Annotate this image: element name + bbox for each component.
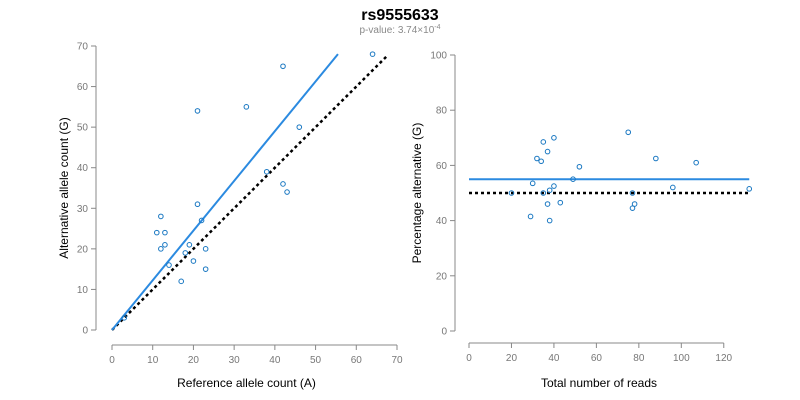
- data-point: [198, 217, 205, 224]
- data-point: [162, 242, 168, 248]
- data-point: [194, 201, 201, 208]
- x-tick-label: 50: [310, 355, 322, 366]
- x-tick-label: 0: [109, 355, 115, 366]
- data-point: [625, 129, 632, 136]
- data-point: [557, 199, 564, 206]
- y-axis-label: Percentage alternative (G): [410, 123, 424, 264]
- x-tick-label: 0: [466, 353, 472, 364]
- data-point: [158, 213, 164, 220]
- y-tick-label: 20: [436, 271, 448, 282]
- p-value-text: p-value: 3.74×10: [359, 25, 434, 36]
- data-point: [576, 163, 583, 170]
- x-tick-label: 100: [673, 353, 690, 364]
- y-tick-label: 20: [77, 244, 89, 255]
- y-tick-label: 60: [436, 161, 448, 172]
- data-point: [544, 201, 551, 207]
- data-point: [546, 187, 553, 194]
- data-point: [182, 250, 189, 256]
- x-axis-label: Total number of reads: [541, 376, 657, 390]
- x-tick-label: 30: [229, 355, 241, 366]
- y-tick-label: 10: [77, 285, 89, 296]
- data-point: [540, 139, 547, 145]
- y-tick-label: 80: [436, 106, 448, 117]
- data-point: [369, 51, 376, 57]
- fit-line: [111, 53, 339, 331]
- data-point: [296, 124, 303, 130]
- y-tick-label: 0: [441, 327, 447, 338]
- data-point: [551, 183, 557, 189]
- reference-line: [111, 55, 388, 331]
- y-tick-label: 50: [77, 123, 89, 134]
- data-point: [166, 262, 172, 268]
- x-tick-label: 10: [147, 355, 159, 366]
- data-point: [508, 190, 515, 196]
- data-point: [534, 155, 540, 162]
- data-point: [243, 104, 250, 110]
- data-point: [540, 190, 547, 196]
- data-point: [202, 246, 209, 252]
- y-tick-label: 70: [77, 42, 89, 53]
- x-tick-label: 60: [351, 355, 363, 366]
- y-axis-label: Alternative allele count (G): [57, 117, 71, 258]
- data-point: [284, 189, 290, 195]
- data-point: [693, 159, 699, 166]
- y-tick-label: 40: [77, 163, 89, 174]
- data-point: [551, 135, 557, 141]
- x-tick-label: 20: [188, 355, 200, 366]
- data-point: [202, 266, 209, 272]
- data-point: [653, 155, 659, 162]
- x-tick-label: 120: [715, 353, 732, 364]
- data-point: [153, 229, 160, 236]
- chart-subtitle: p-value: 3.74×10-4: [359, 24, 440, 36]
- x-tick-label: 40: [269, 355, 281, 366]
- x-tick-label: 80: [633, 353, 645, 364]
- data-point: [529, 180, 536, 187]
- y-tick-label: 0: [82, 326, 88, 337]
- x-tick-label: 60: [591, 353, 603, 364]
- data-point: [280, 181, 286, 187]
- y-tick-label: 60: [77, 82, 89, 93]
- chart-title: rs9555633: [361, 7, 439, 24]
- data-point: [158, 246, 164, 252]
- data-point: [178, 278, 185, 285]
- data-point: [190, 258, 197, 264]
- data-point: [670, 184, 676, 191]
- data-point: [121, 315, 128, 321]
- data-point: [527, 213, 534, 220]
- data-point: [186, 242, 193, 248]
- p-value-exponent: -4: [434, 24, 440, 31]
- data-point: [544, 148, 551, 155]
- data-point: [162, 229, 168, 236]
- y-tick-label: 100: [430, 51, 447, 62]
- y-tick-label: 40: [436, 216, 448, 227]
- allele-count-scatter-panel: 0 10 20 30 40 50 60 70 0 10 20 30 40 50 60 70 Reference …: [57, 42, 403, 391]
- data-point: [194, 108, 201, 114]
- x-axis-label: Reference allele count (A): [177, 376, 316, 390]
- data-point: [538, 158, 544, 165]
- data-point: [280, 63, 286, 70]
- y-tick-label: 30: [77, 204, 89, 215]
- x-tick-label: 20: [506, 353, 518, 364]
- data-point: [570, 176, 576, 182]
- data-point: [629, 190, 636, 196]
- data-point: [546, 217, 553, 224]
- percentage-scatter-panel: 0 20 40 60 80 100 120 0 20 40 60 80 100 Total number …: [410, 51, 753, 390]
- x-tick-label: 40: [548, 353, 560, 364]
- x-tick-label: 70: [391, 355, 403, 366]
- data-point: [629, 205, 636, 211]
- data-point: [746, 186, 753, 192]
- data-point: [631, 201, 638, 207]
- data-point: [263, 168, 270, 175]
